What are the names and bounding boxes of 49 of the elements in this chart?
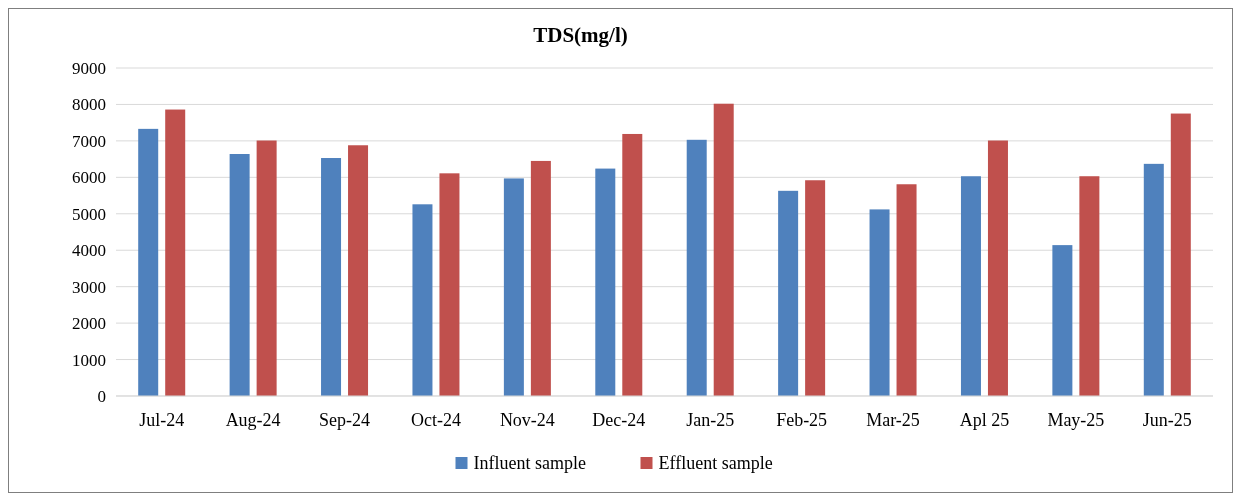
y-tick-label: 2000 bbox=[72, 314, 106, 334]
bar bbox=[439, 173, 460, 396]
x-tick-label: Nov-24 bbox=[499, 410, 555, 430]
x-tick-label: Mar-25 bbox=[866, 410, 920, 430]
y-tick-label: 4000 bbox=[72, 241, 106, 261]
bar bbox=[713, 103, 734, 396]
y-tick-label: 3000 bbox=[72, 277, 106, 297]
legend-label: Effluent sample bbox=[658, 453, 773, 474]
x-tick-label: May-25 bbox=[1047, 410, 1105, 430]
legend-label: Influent sample bbox=[473, 453, 586, 474]
bar bbox=[138, 128, 159, 396]
bar bbox=[256, 140, 277, 396]
bar bbox=[503, 178, 524, 396]
bar bbox=[987, 140, 1008, 396]
bar bbox=[348, 145, 369, 396]
bar bbox=[622, 133, 643, 396]
bar bbox=[778, 190, 799, 396]
chart-title: TDS(mg/l) bbox=[533, 23, 628, 47]
bar bbox=[869, 209, 890, 396]
x-tick-label: Oct-24 bbox=[410, 410, 461, 430]
bar bbox=[960, 176, 981, 396]
bar bbox=[805, 180, 826, 396]
y-tick-label: 7000 bbox=[72, 131, 106, 151]
x-tick-label: Aug-24 bbox=[225, 410, 281, 430]
y-tick-label: 1000 bbox=[72, 350, 106, 370]
bar bbox=[1143, 163, 1164, 396]
bar bbox=[321, 158, 342, 396]
bar bbox=[229, 154, 250, 396]
x-tick-label: Jul-24 bbox=[139, 410, 185, 430]
y-tick-label: 8000 bbox=[72, 95, 106, 115]
bar bbox=[165, 109, 186, 396]
x-tick-label: Jun-25 bbox=[1142, 410, 1192, 430]
bar bbox=[412, 204, 433, 396]
x-tick-label: Sep-24 bbox=[319, 410, 371, 430]
bar bbox=[1052, 245, 1073, 396]
x-tick-label: Jan-25 bbox=[686, 410, 735, 430]
bar bbox=[896, 184, 917, 396]
bar bbox=[595, 168, 616, 396]
bar bbox=[1079, 176, 1100, 396]
y-tick-label: 5000 bbox=[72, 204, 106, 224]
y-tick-label: 0 bbox=[97, 386, 106, 406]
y-tick-label: 6000 bbox=[72, 168, 106, 188]
x-tick-label: Feb-25 bbox=[776, 410, 828, 430]
y-tick-label: 9000 bbox=[72, 58, 106, 78]
bar bbox=[1170, 113, 1191, 396]
bar bbox=[686, 139, 707, 396]
bar bbox=[530, 160, 551, 396]
x-tick-label: Dec-24 bbox=[592, 410, 646, 430]
x-tick-label: Apl 25 bbox=[959, 410, 1010, 430]
